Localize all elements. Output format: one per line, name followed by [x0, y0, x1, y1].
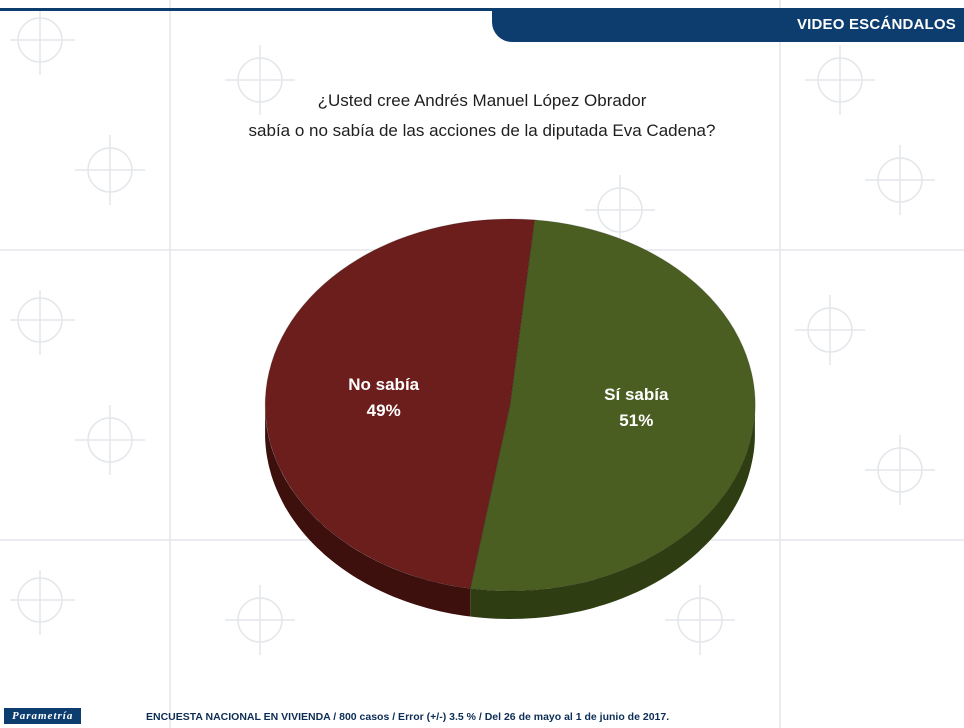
- brand-logo: Parametría: [4, 708, 82, 724]
- survey-note: ENCUESTA NACIONAL EN VIVIENDA / 800 caso…: [146, 711, 670, 723]
- header-title: VIDEO ESCÁNDALOS: [796, 16, 956, 33]
- pie-side-no-sab-a: [265, 409, 471, 617]
- header-rule: [0, 8, 500, 11]
- header-bar: VIDEO ESCÁNDALOS: [492, 8, 964, 42]
- footer: Parametría ENCUESTA NACIONAL EN VIVIENDA…: [0, 706, 964, 728]
- pie-slice-no-sab-a: [264, 218, 536, 590]
- slice-label-no-sab-a: No sabía: [348, 375, 419, 394]
- pie-slice-s-sab-a: [469, 219, 756, 592]
- pie-side-s-sab-a: [470, 409, 755, 619]
- question-title: ¿Usted cree Andrés Manuel López Obrador …: [0, 86, 964, 146]
- question-line-2: sabía o no sabía de las acciones de la d…: [248, 121, 716, 140]
- slice-value-s-sab-a: 51%: [619, 411, 653, 430]
- slice-label-s-sab-a: Sí sabía: [604, 385, 669, 404]
- question-line-1: ¿Usted cree Andrés Manuel López Obrador: [317, 91, 647, 110]
- slice-value-no-sab-a: 49%: [367, 401, 401, 420]
